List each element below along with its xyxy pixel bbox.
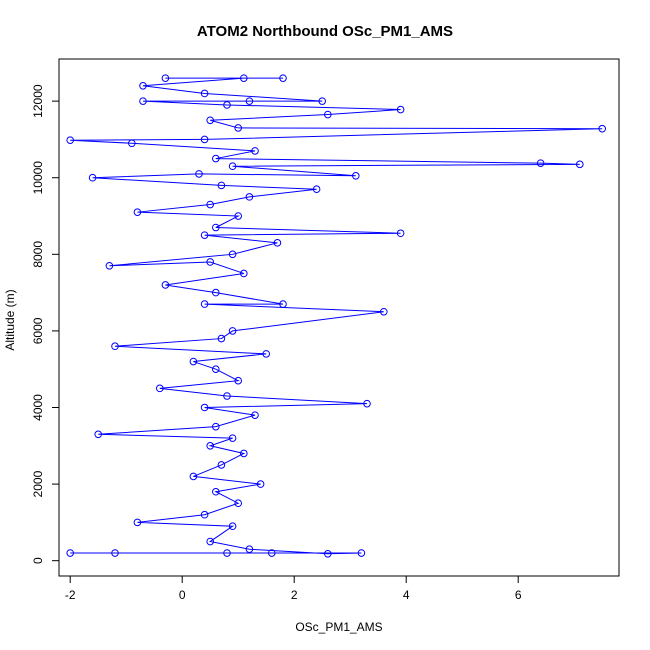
data-point xyxy=(161,74,170,82)
data-point xyxy=(279,300,287,308)
data-point xyxy=(352,172,360,180)
chart-title: ATOM2 Northbound OSc_PM1_AMS xyxy=(197,23,453,40)
data-point xyxy=(251,147,259,155)
data-point xyxy=(212,288,220,297)
data-point xyxy=(212,223,220,232)
data-point xyxy=(228,250,237,259)
data-point xyxy=(105,262,114,270)
data-point xyxy=(234,212,242,220)
data-point xyxy=(234,499,242,508)
data-point xyxy=(228,434,237,442)
x-tick-label: 6 xyxy=(515,588,522,602)
data-point xyxy=(324,549,332,558)
data-point xyxy=(380,307,388,316)
data-point xyxy=(576,160,584,169)
data-point xyxy=(223,549,231,557)
y-tick-label: 2000 xyxy=(31,470,45,497)
data-point xyxy=(217,181,226,190)
data-point xyxy=(133,518,142,527)
x-tick-label: 0 xyxy=(179,588,186,602)
data-point xyxy=(206,441,214,450)
data-point xyxy=(200,231,209,239)
data-point xyxy=(206,116,214,125)
data-point xyxy=(268,549,276,557)
data-point xyxy=(228,522,237,531)
data-point xyxy=(245,193,254,201)
y-axis-label: Altitude (m) xyxy=(3,289,17,350)
y-axis: 0 2000 4000 6000 8000 10000 12000 xyxy=(31,84,60,564)
data-point xyxy=(228,162,237,171)
data-point xyxy=(200,403,209,412)
data-point xyxy=(200,510,209,519)
data-point xyxy=(217,334,226,343)
data-point xyxy=(223,392,231,400)
data-point xyxy=(396,229,405,238)
data-point xyxy=(212,154,220,163)
data-point xyxy=(251,411,259,419)
data-point xyxy=(396,105,405,114)
y-tick-label: 0 xyxy=(31,557,45,564)
series-line xyxy=(70,77,603,555)
y-tick-label: 4000 xyxy=(31,394,45,421)
data-point xyxy=(262,350,271,358)
y-tick-label: 12000 xyxy=(31,84,45,118)
y-tick-label: 8000 xyxy=(31,241,45,268)
data-point xyxy=(200,89,209,98)
data-point xyxy=(212,487,220,496)
data-point xyxy=(324,110,332,119)
data-point xyxy=(273,239,282,247)
data-point xyxy=(536,159,545,167)
data-point xyxy=(206,200,214,209)
data-point xyxy=(161,281,170,289)
x-axis: -2 0 2 4 6 xyxy=(65,575,522,602)
data-point xyxy=(195,170,203,178)
data-point xyxy=(363,399,371,408)
data-point xyxy=(206,258,214,266)
data-point xyxy=(200,135,209,144)
data-point xyxy=(240,449,248,458)
y-tick-label: 10000 xyxy=(31,161,45,195)
data-point xyxy=(66,549,74,557)
data-point xyxy=(206,537,214,546)
data-point xyxy=(200,300,209,308)
data-point xyxy=(598,124,607,133)
data-point xyxy=(139,97,147,105)
data-point xyxy=(245,545,254,553)
data-point xyxy=(217,461,226,469)
data-point xyxy=(66,136,74,144)
data-point xyxy=(228,327,237,335)
data-point xyxy=(156,384,164,393)
data-point xyxy=(279,74,287,82)
x-tick-label: 2 xyxy=(291,588,298,602)
data-point xyxy=(318,97,327,105)
data-point xyxy=(234,124,242,132)
data-point xyxy=(94,430,102,439)
data-point xyxy=(111,342,119,351)
data-point xyxy=(111,549,119,557)
x-axis-label: OSc_PM1_AMS xyxy=(295,620,382,634)
data-point xyxy=(223,101,231,109)
data-point xyxy=(128,139,136,148)
data-point xyxy=(212,365,220,374)
data-point xyxy=(245,97,254,105)
y-tick-label: 6000 xyxy=(31,317,45,344)
data-point xyxy=(312,185,321,194)
data-point xyxy=(133,208,142,216)
data-point xyxy=(240,269,248,278)
data-point xyxy=(256,480,265,488)
data-point xyxy=(234,376,242,385)
data-point xyxy=(212,422,220,431)
data-point xyxy=(189,472,198,481)
series-layer xyxy=(66,74,607,558)
data-point xyxy=(139,82,147,90)
data-point xyxy=(189,357,198,366)
data-point xyxy=(88,173,97,182)
x-tick-label: 4 xyxy=(403,588,410,602)
x-tick-label: -2 xyxy=(65,588,76,602)
data-point xyxy=(240,74,248,82)
data-point xyxy=(357,549,366,557)
